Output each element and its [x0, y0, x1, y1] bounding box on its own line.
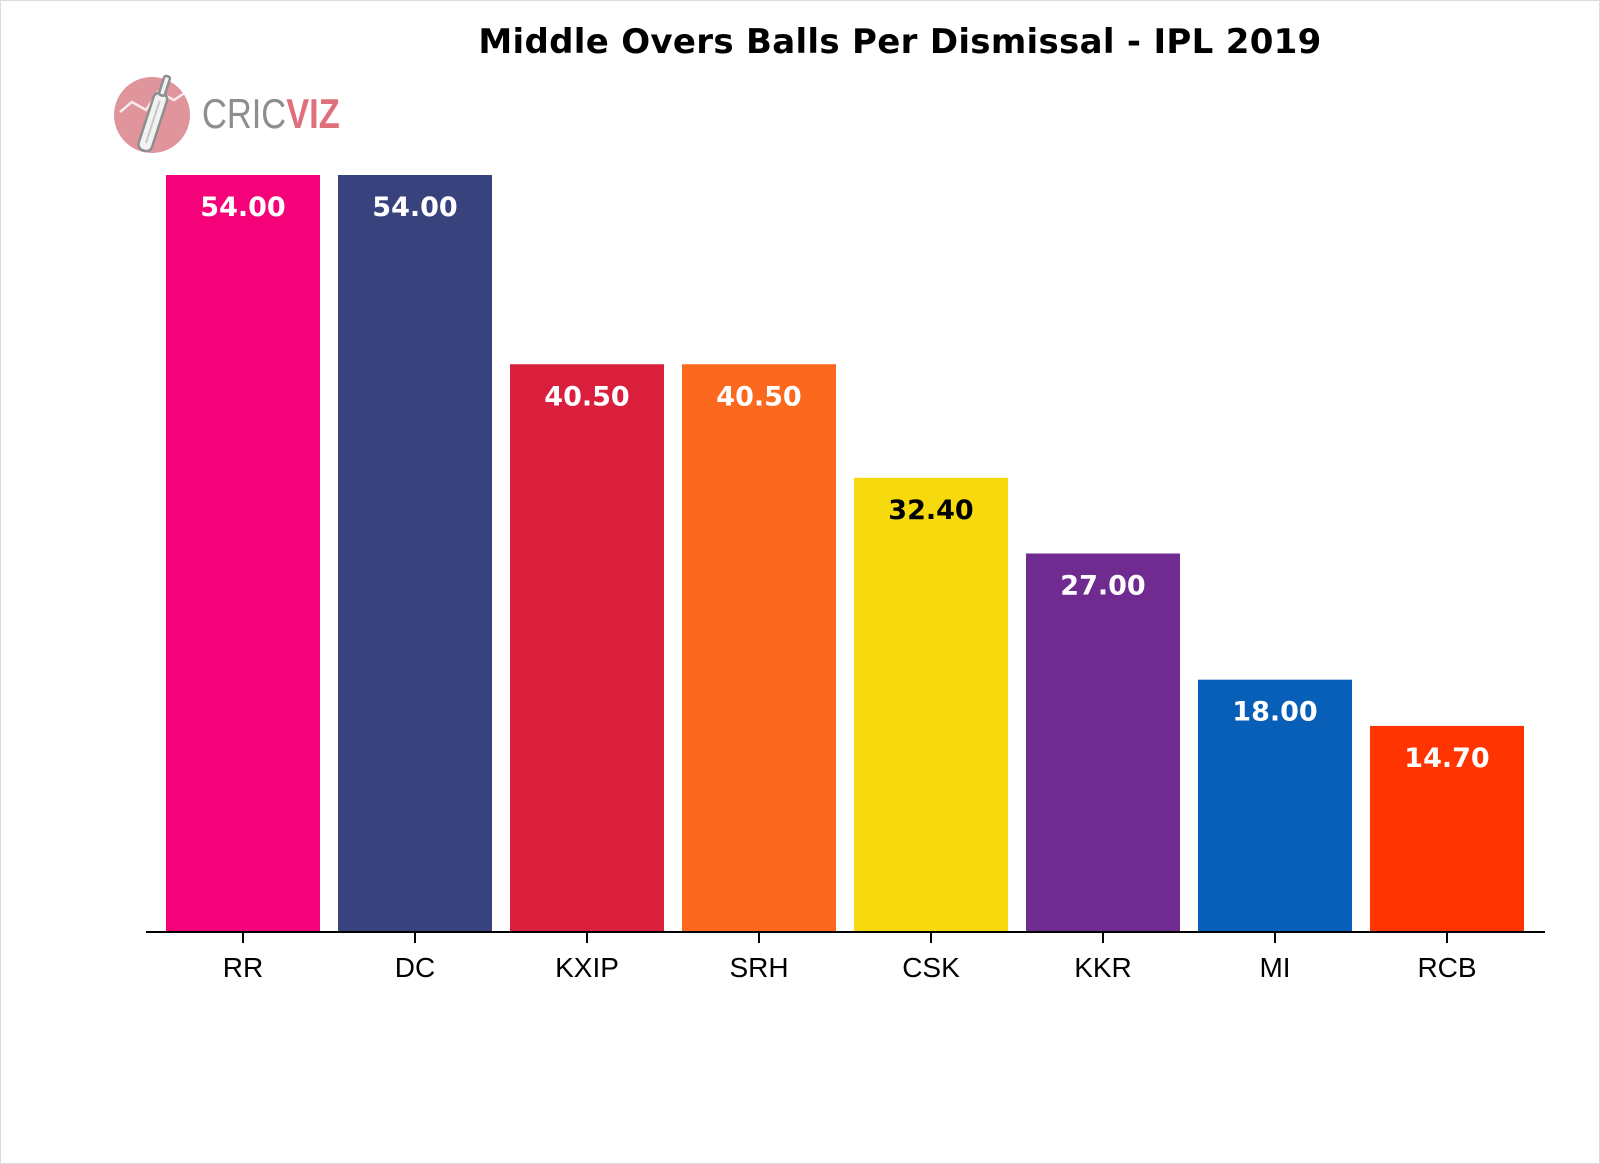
bar-dc	[338, 175, 492, 932]
chart-title: Middle Overs Balls Per Dismissal - IPL 2…	[478, 22, 1322, 62]
data-label-srh: 40.50	[716, 381, 801, 412]
x-tick-label-csk: CSK	[902, 952, 960, 983]
x-tick-label-rcb: RCB	[1417, 952, 1476, 983]
bar-rr	[166, 175, 320, 932]
x-tick-label-rr: RR	[223, 952, 263, 983]
x-tick-label-kxip: KXIP	[555, 952, 619, 983]
bar-kxip	[510, 364, 664, 932]
x-tick-label-kkr: KKR	[1074, 952, 1132, 983]
x-tick-label-dc: DC	[395, 952, 435, 983]
bar-csk	[854, 477, 1008, 932]
logo-text-viz: VIZ	[286, 90, 340, 137]
bar-srh	[682, 364, 836, 932]
logo-text: CRICVIZ	[202, 90, 340, 138]
x-axis: RR DC KXIP SRH CSK KKR MI RCB	[146, 931, 1545, 983]
data-label-rcb: 14.70	[1404, 743, 1489, 774]
bars-layer: 54.00 54.00 40.50 40.50 32.40 27.00 18.00 14.70	[166, 175, 1524, 932]
data-label-mi: 18.00	[1232, 697, 1317, 728]
data-label-dc: 54.00	[372, 192, 457, 223]
cricket-bat-icon	[114, 74, 190, 153]
data-label-rr: 54.00	[200, 192, 285, 223]
bar-rcb	[1370, 725, 1524, 932]
cricviz-logo: CRICVIZ	[112, 70, 372, 160]
x-tick-label-srh: SRH	[729, 952, 788, 983]
data-label-csk: 32.40	[888, 495, 973, 526]
bar-kkr	[1026, 553, 1180, 932]
data-label-kkr: 27.00	[1060, 571, 1145, 602]
data-label-kxip: 40.50	[544, 381, 629, 412]
x-tick-label-mi: MI	[1259, 952, 1290, 983]
logo-text-cric: CRIC	[202, 90, 287, 137]
bar-mi	[1198, 679, 1352, 932]
